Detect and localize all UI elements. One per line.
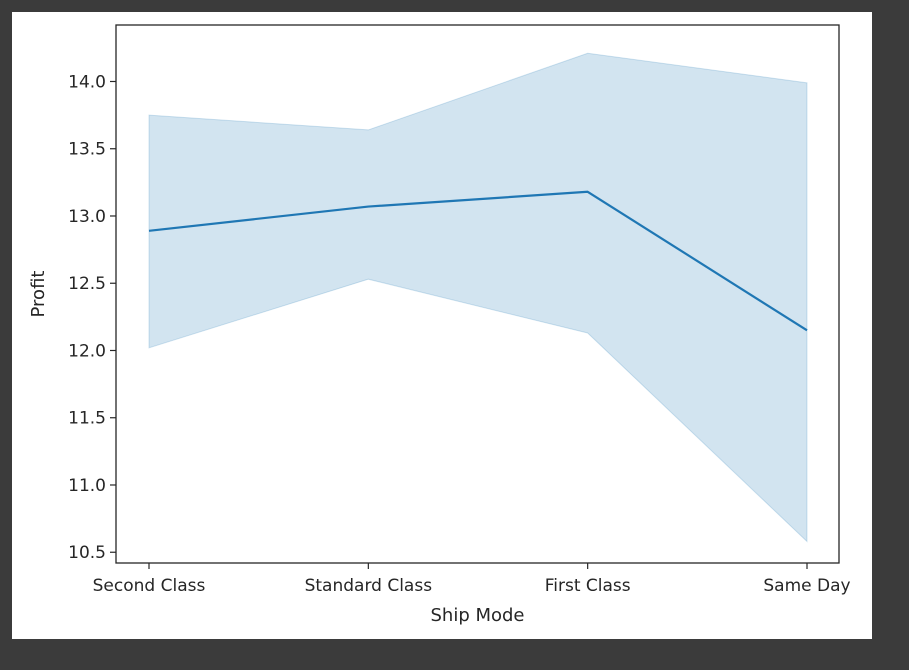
y-tick-label: 13.5 <box>68 140 106 160</box>
y-tick-label: 12.5 <box>68 274 106 294</box>
y-tick-label: 11.0 <box>68 476 106 496</box>
y-tick-label: 13.0 <box>68 207 106 227</box>
y-tick-label: 10.5 <box>68 543 106 563</box>
y-tick-label: 12.0 <box>68 341 106 361</box>
x-tick-label: First Class <box>545 576 631 596</box>
confidence-band <box>148 52 808 543</box>
figure: Second Class Standard Class First Class Sam… <box>12 12 872 639</box>
line-chart: Second Class Standard Class First Class Sam… <box>28 24 851 626</box>
series-line <box>148 190 808 332</box>
y-tick-label: 11.5 <box>68 409 106 429</box>
y-axis-label: Profit <box>28 271 49 318</box>
x-tick-label: Same Day <box>763 576 850 596</box>
x-tick-label: Second Class <box>93 576 206 596</box>
plot-frame <box>115 24 840 564</box>
x-axis-label: Ship Mode <box>430 605 524 626</box>
y-tick-label: 14.0 <box>68 72 106 92</box>
x-tick-label: Standard Class <box>305 576 433 596</box>
